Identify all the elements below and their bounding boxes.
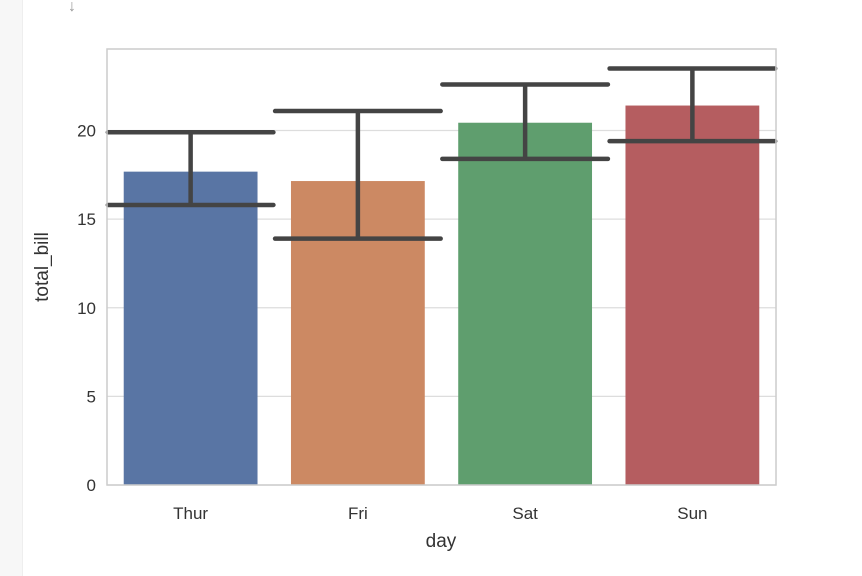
bar-sat [458,122,593,486]
x-tick-label: Sat [512,504,538,523]
x-tick-label: Sun [677,504,707,523]
bars [123,105,760,486]
scroll-arrow-icon: ↓ [68,0,76,15]
y-tick-label: 10 [77,299,96,318]
y-tick-label: 0 [87,476,96,495]
error-bars [105,66,778,241]
plot-frame [106,48,777,486]
y-tick-labels: 0 5 10 15 20 [77,122,96,495]
x-tick-label: Thur [173,504,208,523]
notebook-gutter [0,0,23,576]
bar-sun [625,105,760,485]
x-tick-label: Fri [348,504,368,523]
bar-thur [123,171,258,485]
y-axis-label: total_bill [32,232,53,302]
y-tick-label: 15 [77,210,96,229]
x-tick-labels: Thur Fri Sat Sun [173,504,707,523]
x-axis-label: day [426,531,457,552]
y-tick-label: 20 [77,122,96,141]
y-tick-label: 5 [87,387,96,406]
